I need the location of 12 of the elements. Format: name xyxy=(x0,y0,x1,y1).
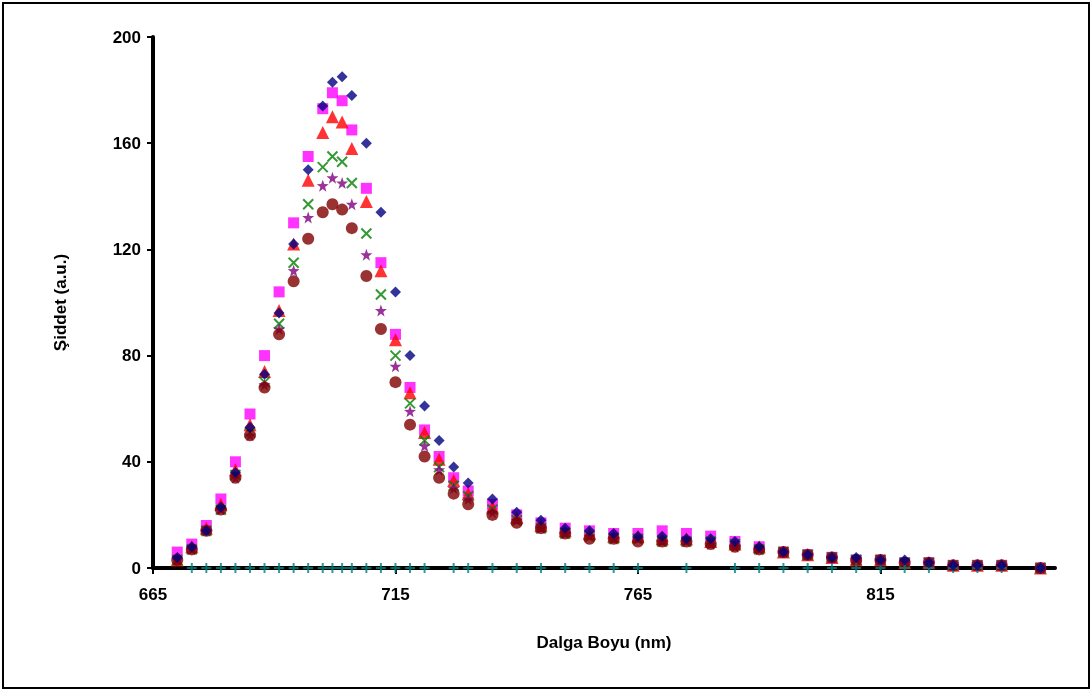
y-tick-label: 200 xyxy=(112,27,141,47)
y-tick-label: 40 xyxy=(122,452,141,472)
x-tick-label: 715 xyxy=(381,585,410,604)
y-tick-label: 80 xyxy=(122,346,141,366)
y-tick-label: 120 xyxy=(112,239,141,259)
x-axis-title: Dalga Boyu (nm) xyxy=(536,633,672,652)
x-tick-label: 665 xyxy=(138,585,168,604)
x-tick-label: 765 xyxy=(623,585,653,604)
x-tick-label: 815 xyxy=(866,585,895,604)
y-axis-title: Şiddet (a.u.) xyxy=(51,253,70,352)
y-tick-label: 0 xyxy=(131,558,141,578)
y-tick-label: 160 xyxy=(112,133,141,153)
